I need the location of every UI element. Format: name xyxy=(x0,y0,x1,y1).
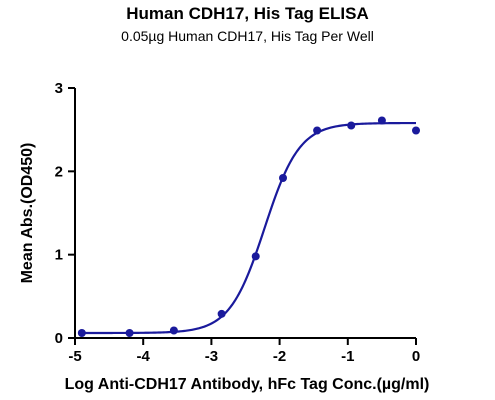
y-tick-label: 0 xyxy=(55,330,63,347)
x-tick-label: -3 xyxy=(205,348,218,365)
x-tick-label: 0 xyxy=(412,348,420,365)
data-point xyxy=(377,116,386,125)
chart-title: Human CDH17, His Tag ELISA xyxy=(126,4,369,23)
y-axis-label: Mean Abs.(OD450) xyxy=(19,143,36,284)
ticks: -5 -4 -3 -2 -1 0 0 1 2 3 xyxy=(55,80,421,365)
chart-subtitle: 0.05µg Human CDH17, His Tag Per Well xyxy=(121,28,374,44)
x-tick-label: -2 xyxy=(273,348,286,365)
data-point xyxy=(77,329,86,337)
data-point xyxy=(217,309,226,318)
y-tick-label: 3 xyxy=(55,80,63,97)
data-point xyxy=(125,329,134,337)
data-point xyxy=(347,121,356,130)
data-point xyxy=(412,126,420,135)
y-tick-label: 1 xyxy=(55,247,63,264)
x-tick-label: -1 xyxy=(341,348,354,365)
series-layer xyxy=(77,116,420,337)
x-axis-label: Log Anti-CDH17 Antibody, hFc Tag Conc.(µ… xyxy=(65,376,430,393)
x-tick-label: -4 xyxy=(137,348,151,365)
fit-curve xyxy=(81,121,416,335)
data-point xyxy=(251,252,260,261)
data-point xyxy=(313,126,322,135)
y-tick-label: 2 xyxy=(55,163,63,180)
data-point xyxy=(279,174,288,182)
data-point xyxy=(169,326,178,335)
x-tick-label: -5 xyxy=(68,348,81,365)
axes xyxy=(74,88,416,339)
